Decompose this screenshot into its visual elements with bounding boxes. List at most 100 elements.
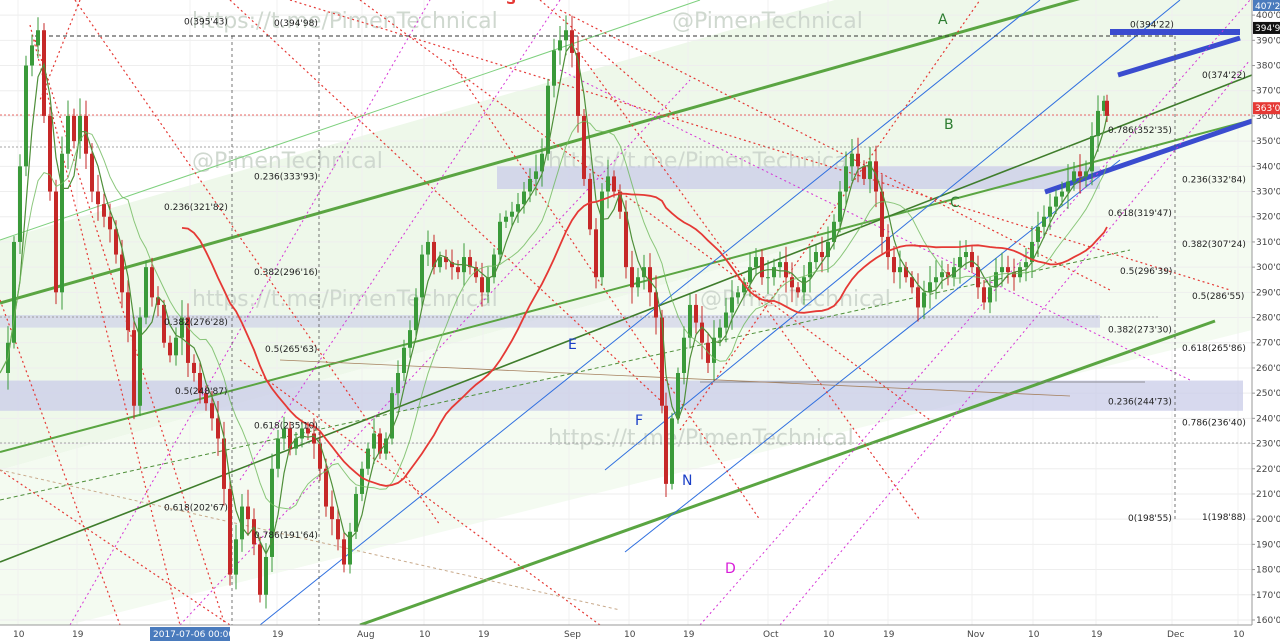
time-tick-label: 19 [272,630,284,640]
price-top-label: 407'28 [1255,2,1280,12]
fib-label: 0.618(202'67) [164,503,228,513]
candle-body [850,153,854,167]
candle-body [522,191,526,205]
candle-body [594,229,598,278]
candle-body [694,304,698,323]
candle-body [558,40,562,51]
price-tick-label: 260'00 [1256,364,1280,374]
candle-body [682,337,686,373]
candle-body [660,317,664,406]
candle-body [288,428,292,449]
candle-body [982,287,986,303]
candle-body [700,322,704,343]
candle-body [438,257,442,268]
fib-label: 0.618(235'10) [254,422,318,432]
candle-body [528,178,532,192]
price-tick-label: 190'00 [1256,540,1280,550]
candle-body [934,277,938,283]
fib-label: 1(198'88) [1202,513,1246,523]
candle-body [156,297,160,305]
candle-body [874,161,878,192]
candle-body [670,418,674,484]
price-tick-label: 250'00 [1256,389,1280,399]
thick-blue-line-middle [1117,35,1241,78]
candle-body [48,115,52,192]
fib-label: 0.382(307'24) [1182,240,1246,250]
time-tick-label: Sep [564,630,581,640]
magenta-dotted-line [69,0,431,626]
candle-body [192,362,196,373]
watermark-text: @PimenTechnical [700,287,891,312]
price-highlight-badge [1253,102,1280,115]
candle-body [246,506,250,520]
candle-body [742,282,746,293]
price-tick-label: 320'00 [1256,213,1280,223]
candle-body [688,304,692,338]
candle-body [988,287,992,303]
candle-body [72,115,76,142]
time-axis-panel [0,625,1252,642]
candle-body [276,438,280,469]
price-tick-label: 340'00 [1256,162,1280,172]
fib-fan-line [569,39,921,521]
candle-body [570,30,574,53]
price-highlight-label: 363'07 [1255,104,1280,114]
candle-body [144,267,148,318]
resistance-zone [497,166,1100,190]
candle-body [1018,267,1022,278]
candle-body [114,229,118,255]
candle-body [838,191,842,222]
fib-label: 0.618(319'47) [1108,209,1172,219]
price-tick-label: 200'00 [1256,515,1280,525]
candle-body [624,211,628,268]
candle-body [174,337,178,356]
candle-body [814,252,818,263]
candle-body [664,405,668,484]
candle-body [360,468,364,494]
candle-body [928,282,932,293]
price-tick-label: 240'00 [1256,414,1280,424]
candle-body [348,531,352,565]
candle-body [336,519,340,540]
candle-body [432,241,436,268]
moving-average-short [0,42,1108,556]
candle-body [222,438,226,489]
candle-body [126,292,130,331]
price-top-badge [1253,0,1280,11]
candle-body [1000,267,1004,273]
price-tick-label: 160'00 [1256,616,1280,626]
candle-body [78,115,82,142]
candle-body [802,277,806,293]
channel-line-middle [0,119,1253,453]
candle-body [1042,216,1046,227]
wave-label: B [944,117,954,133]
candle-body [60,153,64,293]
candle-body [820,252,824,258]
fib-fan-line [74,0,441,526]
watermark-text: @PimenTechnical [672,9,863,34]
fib-fan-line [359,0,931,421]
candle-body [312,433,316,444]
candle-body [1072,171,1076,182]
candle-body [150,267,154,298]
moving-average-long [181,192,1108,487]
candle-body [234,539,238,575]
candle-body [970,252,974,268]
candle-body [474,267,478,278]
fib-label: 0.382(273'30) [1108,325,1172,335]
candle-body [372,433,376,449]
price-tick-label: 350'00 [1256,137,1280,147]
candle-body [120,254,124,293]
candle-body [636,277,640,288]
candle-body [1105,100,1109,116]
watermark-text: https://t.me/PimenTechnical [192,9,498,34]
candle-body [784,262,788,278]
time-tick-label: 19 [883,630,895,640]
grid-layer [0,0,1252,625]
candle-body [1030,241,1034,263]
fib-label: 0.786(236'40) [1182,418,1246,428]
price-tick-label: 310'00 [1256,238,1280,248]
fib-label: 0.5(286'55) [1192,292,1244,302]
